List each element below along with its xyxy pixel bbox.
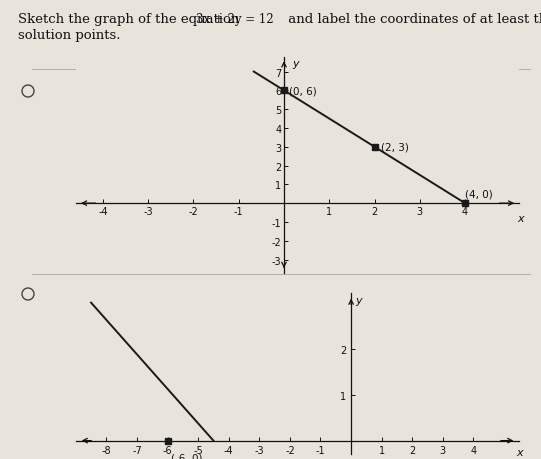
Text: y: y — [292, 59, 299, 69]
Text: (0, 6): (0, 6) — [289, 86, 317, 96]
Text: (2, 3): (2, 3) — [381, 142, 409, 152]
Text: solution points.: solution points. — [18, 29, 121, 42]
Text: (4, 0): (4, 0) — [465, 189, 493, 199]
Circle shape — [22, 288, 34, 300]
Circle shape — [22, 86, 34, 98]
Text: and label the coordinates of at least three: and label the coordinates of at least th… — [284, 13, 541, 26]
Text: x: x — [516, 448, 523, 458]
Text: y: y — [355, 295, 362, 305]
Text: 3x + 2y = 12: 3x + 2y = 12 — [196, 13, 274, 26]
Text: (-6, 0): (-6, 0) — [170, 452, 202, 459]
Text: Sketch the graph of the equation: Sketch the graph of the equation — [18, 13, 243, 26]
Text: x: x — [517, 214, 524, 224]
